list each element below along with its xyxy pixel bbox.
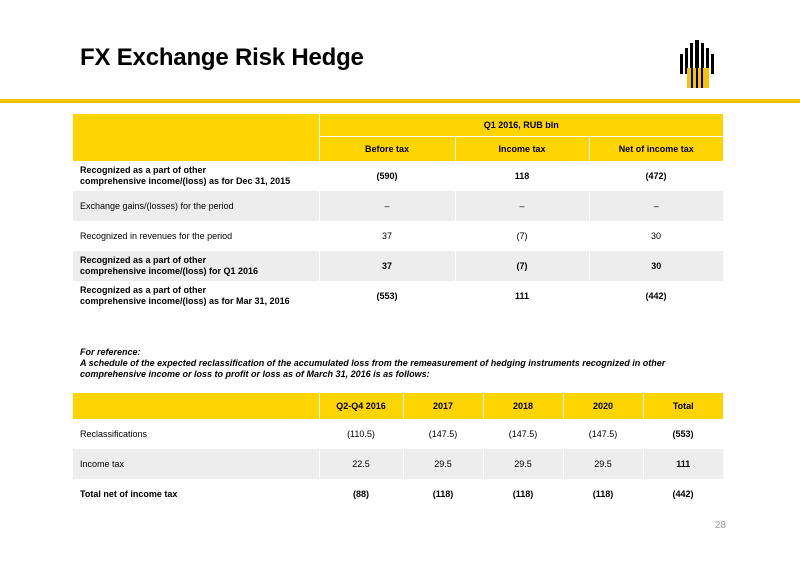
- column-header: Income tax: [454, 136, 589, 161]
- row-label: Income tax: [73, 449, 319, 479]
- page-number: 28: [714, 520, 726, 531]
- cell-value: 118: [514, 171, 530, 181]
- cell-value: –: [318, 191, 455, 221]
- column-header: Before tax: [318, 136, 455, 161]
- column-header: 2018: [482, 393, 563, 419]
- reference-note: For reference: A schedule of the expecte…: [80, 347, 730, 380]
- cell-value: 111: [642, 449, 723, 479]
- table-row: Total net of income tax (88) (118) (118)…: [73, 479, 723, 509]
- cell-value: (590): [376, 171, 398, 181]
- cell-value: 111: [514, 291, 530, 301]
- reference-text: comprehensive income or loss to profit o…: [80, 369, 430, 379]
- row-label: Exchange gains/(losses) for the period: [73, 191, 319, 221]
- cell-value: (118): [432, 489, 454, 499]
- reclassification-table: Q2-Q4 2016 2017 2018 2020 Total Reclassi…: [73, 393, 723, 509]
- cell-value: (7): [454, 251, 589, 281]
- cell-value: (147.5): [588, 429, 618, 439]
- header-divider: [0, 99, 800, 103]
- row-label: Recognized in revenues for the period: [80, 230, 233, 241]
- cell-value: –: [588, 191, 724, 221]
- cell-value: (147.5): [508, 429, 538, 439]
- cell-value: (88): [352, 489, 369, 499]
- cell-value: 30: [651, 231, 662, 241]
- cell-value: (442): [672, 489, 694, 499]
- reference-text: A schedule of the expected reclassificat…: [80, 358, 666, 368]
- column-header: Net of income tax: [588, 136, 724, 161]
- table-row: Exchange gains/(losses) for the period –…: [73, 191, 724, 221]
- header-blank: [73, 393, 319, 419]
- table-row: Income tax 22.5 29.5 29.5 29.5 111: [73, 449, 723, 479]
- page-title: FX Exchange Risk Hedge: [80, 44, 364, 71]
- cell-value: 22.5: [318, 449, 403, 479]
- row-label: Total net of income tax: [80, 489, 178, 499]
- cell-value: 29.5: [402, 449, 483, 479]
- column-header: Total: [642, 393, 723, 419]
- row-label: Recognized as a part of other comprehensi…: [73, 251, 319, 281]
- reference-heading: For reference:: [80, 347, 141, 357]
- cell-value: 29.5: [482, 449, 563, 479]
- column-header: Q2-Q4 2016: [318, 393, 403, 419]
- table-row: Recognized as a part of other comprehensi…: [73, 281, 723, 311]
- cell-value: (472): [645, 171, 667, 181]
- header-blank: [73, 136, 320, 161]
- table-row: Recognized in revenues for the period 37…: [73, 221, 723, 251]
- cell-value: (553): [376, 291, 398, 301]
- column-header: 2017: [402, 393, 483, 419]
- cell-value: (110.5): [347, 429, 375, 439]
- cell-value: (442): [645, 291, 667, 301]
- table-row: Recognized as a part of other comprehensi…: [73, 251, 724, 281]
- cell-value: 37: [318, 251, 455, 281]
- row-label: Recognized as a part of other comprehensi…: [80, 165, 291, 186]
- row-label: Recognized as a part of other comprehensi…: [80, 285, 290, 306]
- table-row: Reclassifications (110.5) (147.5) (147.5…: [73, 419, 723, 449]
- cell-value: (147.5): [428, 429, 458, 439]
- cell-value: 30: [588, 251, 724, 281]
- cell-value: (118): [592, 489, 614, 499]
- header-blank: [73, 114, 320, 137]
- group-header: Q1 2016, RUB bln: [319, 114, 724, 137]
- rosneft-logo-icon: [680, 40, 714, 88]
- cell-value: (7): [516, 231, 528, 241]
- cell-value: (118): [512, 489, 534, 499]
- cell-value: 37: [381, 231, 392, 241]
- cell-value: –: [454, 191, 589, 221]
- table-row: Recognized as a part of other comprehensi…: [73, 161, 723, 191]
- column-header: 2020: [562, 393, 643, 419]
- cell-value: 29.5: [562, 449, 643, 479]
- cell-value: (553): [672, 429, 694, 439]
- row-label: Reclassifications: [80, 429, 148, 439]
- hedge-table: Q1 2016, RUB bln Before tax Income tax N…: [73, 114, 724, 311]
